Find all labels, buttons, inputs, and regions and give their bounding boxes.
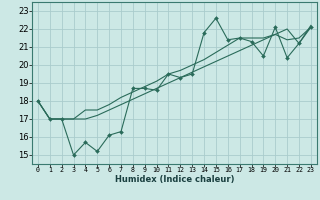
X-axis label: Humidex (Indice chaleur): Humidex (Indice chaleur) xyxy=(115,175,234,184)
